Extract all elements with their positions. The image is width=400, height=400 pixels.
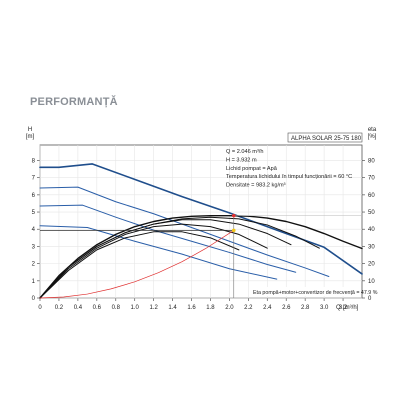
- head-curve-2: [39, 204, 297, 273]
- left-tick-label: 4: [32, 227, 36, 233]
- right-tick-label: 70: [368, 176, 375, 182]
- left-tick-label: 8: [32, 158, 36, 164]
- x-axis-unit: [m³/h]: [343, 305, 359, 311]
- right-tick-label: 0: [368, 296, 372, 302]
- info-line: Q = 2.046 m³/h: [226, 149, 263, 155]
- model-label: ALPHA SOLAR 25-75 180: [291, 136, 362, 142]
- info-line: H = 3.932 m: [226, 157, 257, 163]
- chart-frame: [37, 132, 365, 301]
- head-curve-0: [39, 163, 363, 275]
- efficiency-curve-8: [39, 231, 240, 299]
- x-tick-label: 2.8: [301, 305, 310, 311]
- x-axis-label: Q: [336, 305, 341, 311]
- page-title: PERFORMANȚĂ: [30, 96, 118, 108]
- left-tick-label: 6: [32, 193, 36, 199]
- right-tick-label: 10: [368, 279, 375, 285]
- right-tick-label: 20: [368, 262, 375, 268]
- left-axis-label: H: [28, 127, 32, 133]
- left-tick-label: 5: [32, 210, 36, 216]
- x-tick-label: 2.4: [263, 305, 272, 311]
- right-tick-label: 30: [368, 244, 375, 250]
- operating-point-markers: [231, 213, 236, 233]
- x-tick-label: 0.6: [93, 305, 102, 311]
- efficiency-curve-4: [39, 214, 363, 299]
- x-tick-label: 3.2: [339, 305, 348, 311]
- x-tick-label: 0.2: [55, 305, 64, 311]
- chart-grid: [39, 145, 362, 299]
- x-tick-label: 1.6: [187, 305, 196, 311]
- efficiency-note: Eta pompă+motor+convertizor de frecvență…: [253, 290, 378, 296]
- right-tick-label: 80: [368, 158, 375, 164]
- chart-curves: [39, 163, 363, 299]
- x-tick-label: 1.8: [206, 305, 215, 311]
- right-tick-label: 60: [368, 193, 375, 199]
- info-line: Temperatura lichidului în timpul funcțio…: [226, 174, 352, 180]
- left-axis-unit: [m]: [26, 134, 35, 140]
- plot-border: [39, 144, 363, 299]
- left-tick-label: 1: [32, 279, 36, 285]
- left-tick-label: 2: [32, 262, 36, 268]
- right-axis-unit: [%]: [368, 134, 377, 140]
- x-tick-label: 2.0: [225, 305, 234, 311]
- operating-point-marker: [231, 213, 236, 218]
- right-tick-label: 40: [368, 227, 375, 233]
- model-label-box: [287, 132, 363, 143]
- x-tick-label: 0.8: [112, 305, 121, 311]
- right-axis-label: eta: [368, 127, 377, 133]
- x-tick-label: 0: [38, 305, 42, 311]
- x-tick-label: 0.4: [74, 305, 83, 311]
- x-tick-label: 1.4: [168, 305, 177, 311]
- info-line: Densitate = 983.2 kg/m³: [226, 183, 286, 189]
- system-curve-9: [39, 230, 235, 299]
- efficiency-note-bg: [250, 287, 360, 296]
- head-curve-1: [39, 186, 330, 278]
- head-curve-3: [39, 225, 278, 280]
- x-tick-label: 2.6: [282, 305, 291, 311]
- x-tick-label: 1.0: [131, 305, 140, 311]
- x-tick-label: 1.2: [149, 305, 158, 311]
- efficiency-note-group: Eta pompă+motor+convertizor de frecvență…: [250, 287, 378, 296]
- right-tick-label: 50: [368, 210, 375, 216]
- efficiency-curve-6: [39, 219, 292, 299]
- info-line: Lichid pompat = Apă: [226, 166, 278, 172]
- left-tick-label: 0: [32, 296, 36, 302]
- efficiency-curve-7: [39, 223, 268, 299]
- x-tick-label: 3.0: [320, 305, 329, 311]
- left-tick-label: 3: [32, 244, 36, 250]
- operating-point-marker: [231, 228, 236, 233]
- x-tick-label: 2.2: [244, 305, 253, 311]
- left-tick-label: 7: [32, 176, 36, 182]
